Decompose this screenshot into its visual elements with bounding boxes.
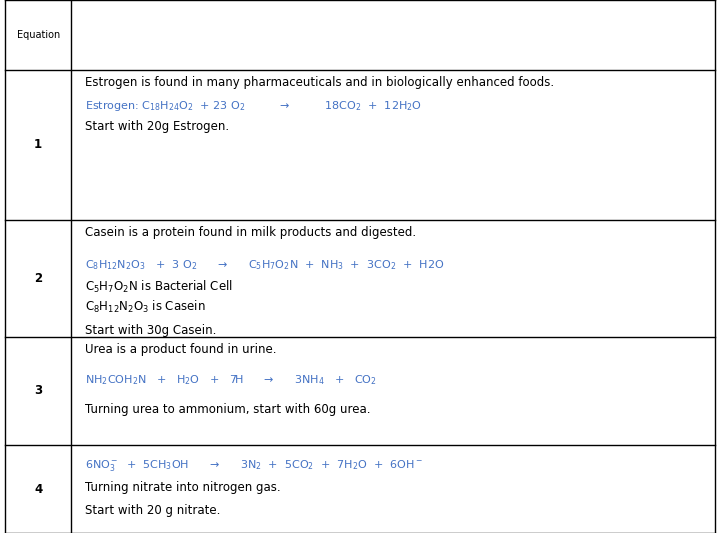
Text: Turning nitrate into nitrogen gas.: Turning nitrate into nitrogen gas.	[85, 481, 281, 494]
Text: Start with 30g Casein.: Start with 30g Casein.	[85, 324, 216, 337]
Text: Equation: Equation	[17, 30, 60, 40]
Text: Turning urea to ammonium, start with 60g urea.: Turning urea to ammonium, start with 60g…	[85, 403, 371, 416]
Text: Casein is a protein found in milk products and digested.: Casein is a protein found in milk produc…	[85, 226, 416, 239]
Text: $\mathregular{C_8H_{12}N_2O_3}$   +  3 $\mathregular{O_2}$      →      $\mathreg: $\mathregular{C_8H_{12}N_2O_3}$ + 3 $\ma…	[85, 258, 444, 272]
Text: Estrogen is found in many pharmaceuticals and in biologically enhanced foods.: Estrogen is found in many pharmaceutical…	[85, 76, 554, 89]
Text: $\mathregular{C_5H_7O_2N}$ is Bacterial Cell: $\mathregular{C_5H_7O_2N}$ is Bacterial …	[85, 279, 233, 295]
Text: 4: 4	[34, 482, 42, 496]
Text: 2: 2	[34, 272, 42, 285]
Text: Urea is a product found in urine.: Urea is a product found in urine.	[85, 343, 276, 356]
Text: $\mathregular{C_8H_{12}N_2O_3}$ is Casein: $\mathregular{C_8H_{12}N_2O_3}$ is Casei…	[85, 298, 205, 314]
Text: $\mathregular{6NO_3^-}$  +  $\mathregular{5CH_3OH}$      →      $\mathregular{3N: $\mathregular{6NO_3^-}$ + $\mathregular{…	[85, 458, 423, 473]
Text: Start with 20g Estrogen.: Start with 20g Estrogen.	[85, 120, 229, 133]
Text: 3: 3	[34, 384, 42, 398]
Text: 1: 1	[34, 138, 42, 151]
Text: Estrogen: $\mathregular{C_{18}H_{24}O_2}$  + 23 $\mathregular{O_2}$          →  : Estrogen: $\mathregular{C_{18}H_{24}O_2}…	[85, 99, 422, 113]
Text: $\mathregular{NH_2COH_2N}$   +   $\mathregular{H_2O}$   +   7H      →      $\mat: $\mathregular{NH_2COH_2N}$ + $\mathregul…	[85, 373, 377, 387]
Text: Start with 20 g nitrate.: Start with 20 g nitrate.	[85, 504, 220, 516]
